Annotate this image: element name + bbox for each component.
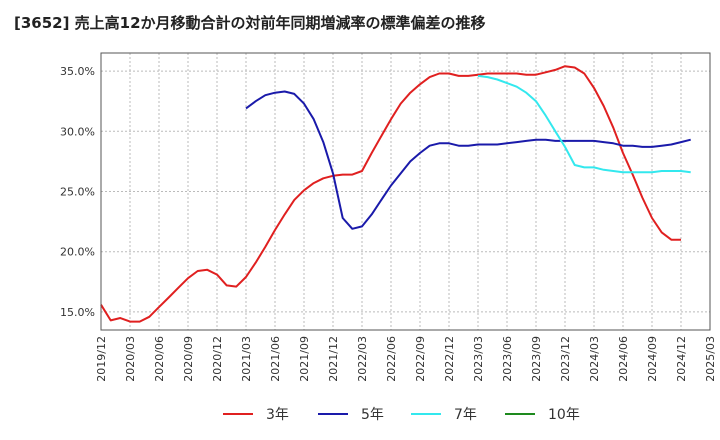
x-tick-label: 2024/06 [617,336,630,382]
x-tick-label: 2021/06 [269,336,282,382]
x-tick-label: 2023/09 [530,336,543,382]
series-line-3年 [100,65,681,323]
legend-label: 5年 [361,407,384,423]
x-tick-label: 2023/03 [472,336,485,382]
legend: 3年 5年 7年 10年 [223,407,580,423]
y-axis-ticks: 15.0% 20.0% 25.0% 30.0% 35.0% [60,65,95,319]
x-tick-label: 2022/09 [414,336,427,382]
x-tick-label: 2023/06 [501,336,514,382]
grid-layer [100,53,711,330]
y-tick-label: 35.0% [60,65,95,78]
x-axis-ticks: 2019/12 2020/03 2020/06 2020/09 2020/12 2021/… [95,336,717,382]
y-tick-label: 25.0% [60,186,95,199]
series-line-5年 [245,90,691,230]
series-line-7年 [477,74,691,174]
x-tick-label: 2024/12 [675,336,688,382]
legend-label: 3年 [266,407,289,423]
legend-label: 7年 [454,407,477,423]
x-tick-label: 2024/03 [588,336,601,382]
x-tick-label: 2022/03 [356,336,369,382]
y-tick-label: 20.0% [60,246,95,259]
series-layer [100,65,691,323]
x-tick-label: 2020/03 [124,336,137,382]
x-tick-label: 2020/12 [211,336,224,382]
x-tick-label: 2022/06 [385,336,398,382]
x-tick-label: 2020/09 [182,336,195,382]
x-tick-label: 2022/12 [443,336,456,382]
y-tick-label: 15.0% [60,306,95,319]
legend-label: 10年 [548,407,580,423]
y-tick-label: 30.0% [60,125,95,138]
chart-title: [3652] 売上高12か月移動合計の対前年同期増減率の標準偏差の推移 [14,14,486,32]
x-tick-label: 2021/03 [240,336,253,382]
plot-frame [100,52,711,331]
x-tick-label: 2019/12 [95,336,108,382]
x-tick-label: 2021/12 [327,336,340,382]
x-tick-label: 2021/09 [298,336,311,382]
x-tick-label: 2025/03 [704,336,717,382]
x-tick-label: 2024/09 [646,336,659,382]
x-tick-label: 2023/12 [559,336,572,382]
x-tick-label: 2020/06 [153,336,166,382]
